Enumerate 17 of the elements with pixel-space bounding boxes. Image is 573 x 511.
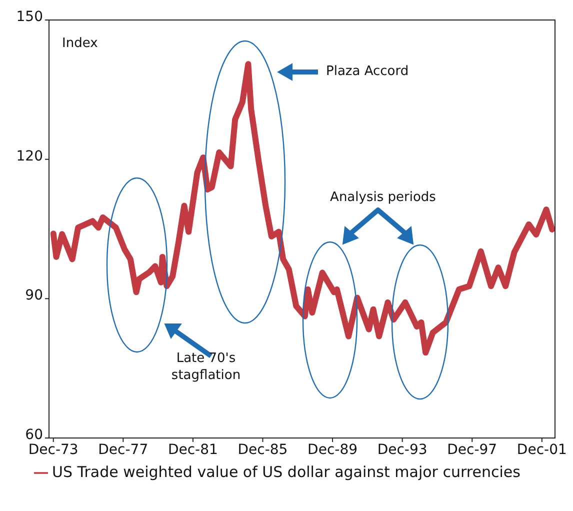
annotation: Analysis periods xyxy=(329,190,437,205)
x-tick-label: Dec-01 xyxy=(516,442,567,458)
x-tick-label: Dec-89 xyxy=(308,442,358,458)
x-tick-label: Dec-73 xyxy=(28,442,78,458)
y-tick-label: 150 xyxy=(16,8,43,25)
x-tick-label: Dec-85 xyxy=(238,442,288,458)
x-tick-label: Dec-93 xyxy=(377,442,428,458)
y-tick-label: 60 xyxy=(25,426,43,443)
y-tick-label: 90 xyxy=(25,288,43,304)
x-tick-label: Dec-81 xyxy=(168,442,218,458)
x-tick-label: Dec-97 xyxy=(447,442,498,458)
annotation: Late 70's stagflation xyxy=(170,350,242,384)
x-tick-label: Dec-77 xyxy=(98,442,148,458)
y-tick-label: 120 xyxy=(16,148,43,164)
legend-label: US Trade weighted value of US dollar against major currencies xyxy=(52,463,520,481)
annotation: Plaza Accord xyxy=(326,64,409,79)
y-axis-title: Index xyxy=(62,36,98,51)
